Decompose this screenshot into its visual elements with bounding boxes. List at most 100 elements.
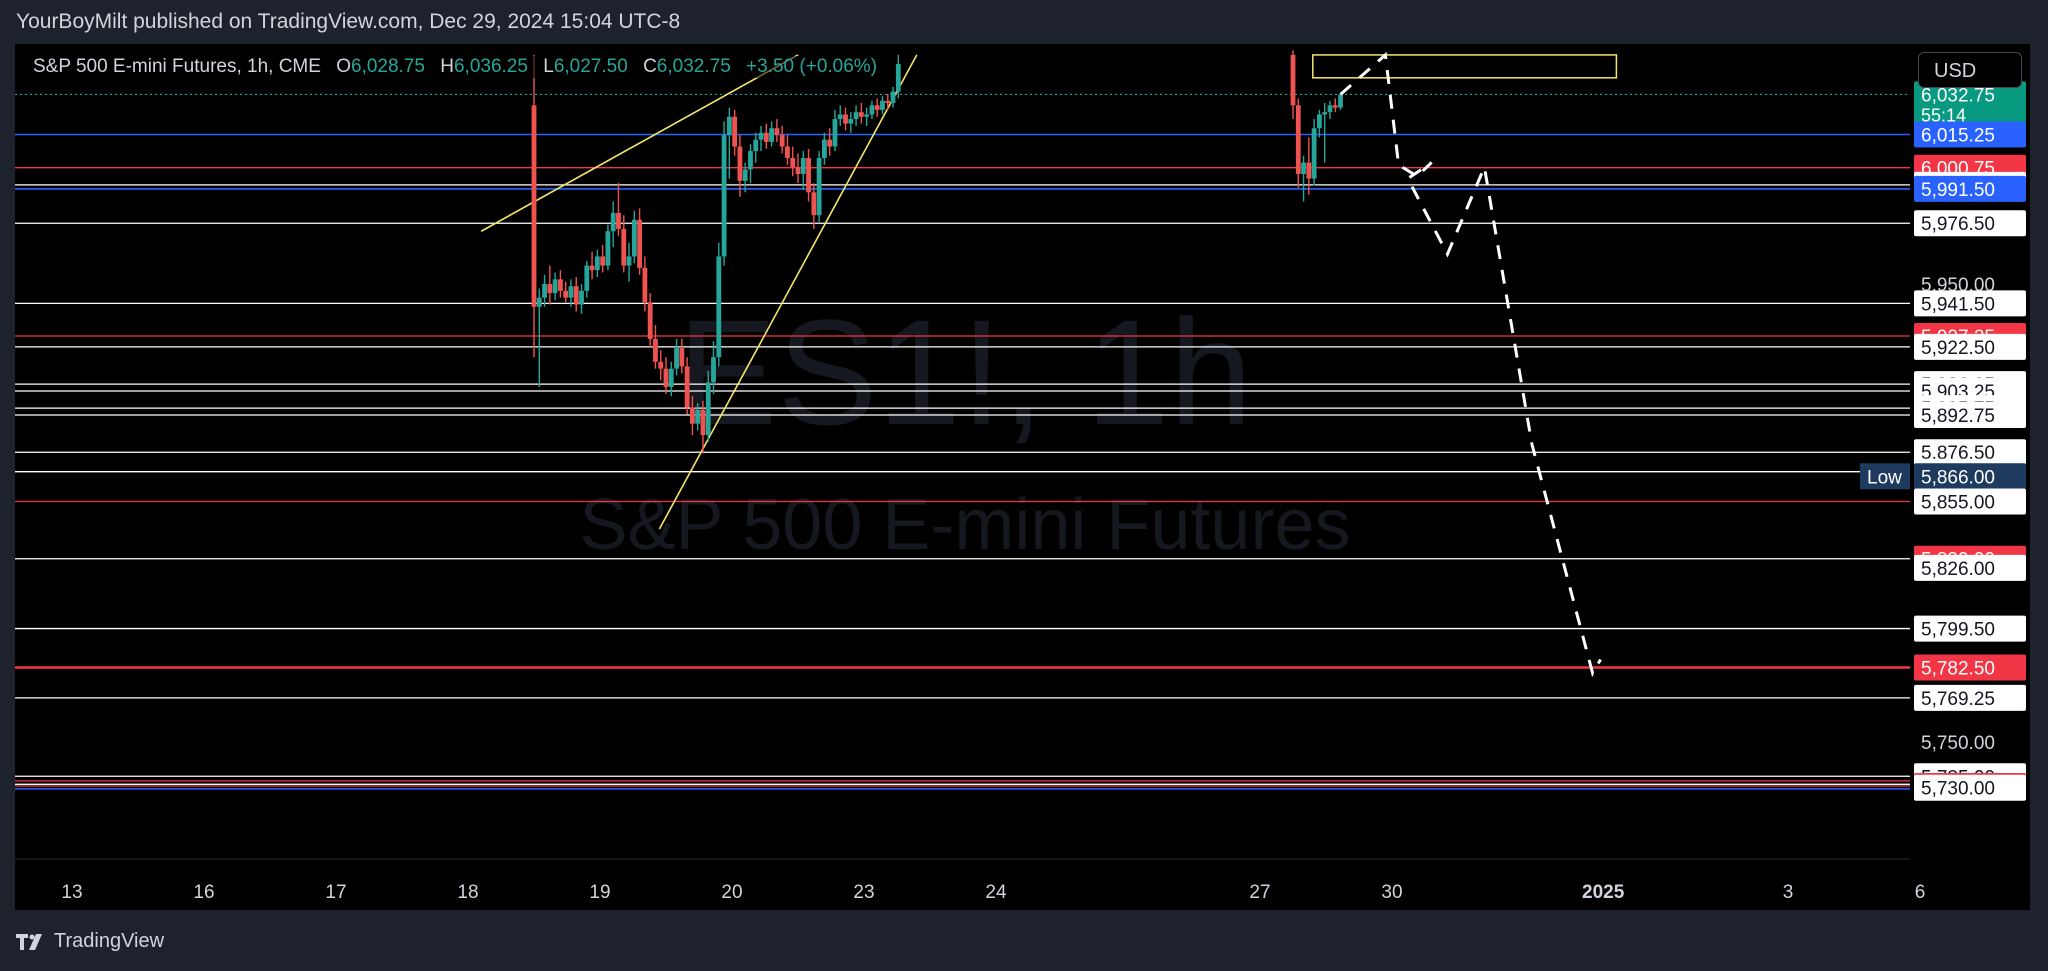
candle-body — [795, 167, 801, 175]
candle-body — [806, 157, 811, 193]
chart-panel[interactable]: ES1!, 1h S&P 500 E-mini Futures 6,032.75 55… — [15, 44, 2030, 910]
price-badge — [1914, 402, 2026, 429]
candle-body — [626, 256, 632, 266]
low-marker-badge — [1860, 463, 1910, 490]
plot-area — [15, 50, 1910, 907]
candle-body — [563, 290, 569, 298]
candle-body — [542, 283, 547, 298]
price-label: 5,799.50 — [1921, 620, 1995, 641]
projection-path — [1339, 51, 1602, 678]
candle-body — [1295, 105, 1301, 175]
candle-body — [1322, 112, 1328, 115]
candle-body — [869, 105, 875, 115]
price-label: 5,769.25 — [1921, 689, 1995, 710]
candle-body — [705, 382, 711, 436]
candle-body — [763, 132, 769, 142]
candle-body — [785, 146, 790, 158]
open-value: 6,028.75 — [351, 56, 425, 77]
price-badge — [1914, 210, 2026, 237]
candle-body — [1301, 162, 1306, 175]
candle-body — [732, 116, 738, 147]
candle-body — [758, 132, 764, 140]
price-label: 5,750.00 — [1921, 733, 1995, 754]
countdown-label: 55:14 — [1921, 105, 1966, 125]
tradingview-logo-icon — [16, 933, 46, 950]
candle-body — [843, 114, 848, 124]
candle-body — [811, 192, 817, 216]
high-label: H — [440, 56, 454, 77]
price-badge — [1914, 654, 2026, 681]
candle-body — [890, 91, 896, 104]
time-tick-label: 16 — [193, 882, 214, 903]
change-value: +3.50 (+0.06%) — [746, 56, 878, 77]
candle-body — [621, 228, 627, 266]
candle-body — [716, 256, 722, 358]
candle-body — [827, 139, 833, 147]
price-label: 5,976.50 — [1921, 214, 1995, 235]
candle-body — [547, 283, 553, 294]
tradingview-brand: TradingView — [54, 930, 165, 952]
forward-icon — [268, 877, 298, 907]
candle-body — [753, 139, 759, 152]
event-marker-circle — [1324, 877, 1354, 907]
price-label: 5,826.00 — [1921, 559, 1995, 580]
candle-body — [700, 409, 706, 436]
candle-body — [610, 212, 616, 232]
candle-body — [695, 409, 701, 424]
currency-selector[interactable]: USD — [1918, 52, 2022, 88]
candle-body — [790, 157, 796, 168]
candle-body — [880, 100, 885, 110]
time-tick-label: 20 — [721, 882, 742, 903]
candle-body — [579, 290, 584, 305]
candle-body — [616, 212, 621, 229]
price-badge — [1914, 121, 2026, 148]
candle-body — [573, 286, 579, 305]
close-label: C — [643, 56, 657, 77]
candle-body — [1332, 105, 1338, 108]
candle-body — [679, 348, 685, 367]
event-marker-circle — [268, 877, 298, 907]
price-label: 5,991.50 — [1921, 180, 1995, 201]
candle-body — [800, 157, 806, 175]
candle-body — [726, 116, 732, 136]
price-badge — [1914, 774, 2026, 801]
time-tick-label: 19 — [589, 882, 610, 903]
candle-body — [663, 368, 669, 387]
lightning-glyph — [1334, 883, 1344, 901]
candle-body — [774, 128, 780, 136]
symbol-title: S&P 500 E-mini Futures, 1h, CME — [33, 56, 321, 77]
candle-body — [552, 279, 558, 294]
target-zone — [1312, 54, 1618, 79]
candle-body — [822, 139, 827, 158]
time-tick-label: 6 — [1915, 882, 1926, 903]
price-badge — [1914, 684, 2026, 711]
price-label: 5,855.00 — [1921, 492, 1995, 513]
candle-body — [1317, 114, 1322, 129]
price-badge — [1914, 290, 2026, 317]
low-label: L — [543, 56, 554, 77]
candle-body — [858, 112, 864, 117]
trend-line — [480, 54, 799, 232]
price-badge — [1914, 488, 2026, 515]
candle-body — [558, 279, 563, 291]
price-chart[interactable]: ES1!, 1hS&P 500 E-mini Futures6,032.7555… — [15, 44, 2030, 910]
candle-body — [837, 114, 843, 120]
candle-body — [605, 231, 611, 266]
price-label: 6,015.25 — [1921, 126, 1995, 147]
tradingview-footer[interactable]: TradingView — [16, 930, 164, 953]
high-value: 6,036.25 — [453, 56, 528, 77]
candle-body — [779, 135, 785, 147]
time-tick-label: 23 — [853, 882, 874, 903]
candle-body — [864, 114, 870, 117]
candle-body — [653, 338, 658, 362]
candle-body — [737, 146, 743, 181]
price-label: 6,032.75 — [1921, 85, 1995, 106]
price-label: 5,892.75 — [1921, 406, 1995, 427]
candle-body — [832, 119, 838, 147]
watermark-ticker: ES1!, 1h — [677, 288, 1252, 456]
candle-body — [1311, 128, 1317, 179]
candle-body — [668, 368, 674, 387]
symbol-legend: S&P 500 E-mini Futures, 1h, CME O6,028.7… — [29, 56, 882, 78]
candle-body — [684, 366, 690, 408]
time-tick-label: 24 — [985, 882, 1007, 903]
